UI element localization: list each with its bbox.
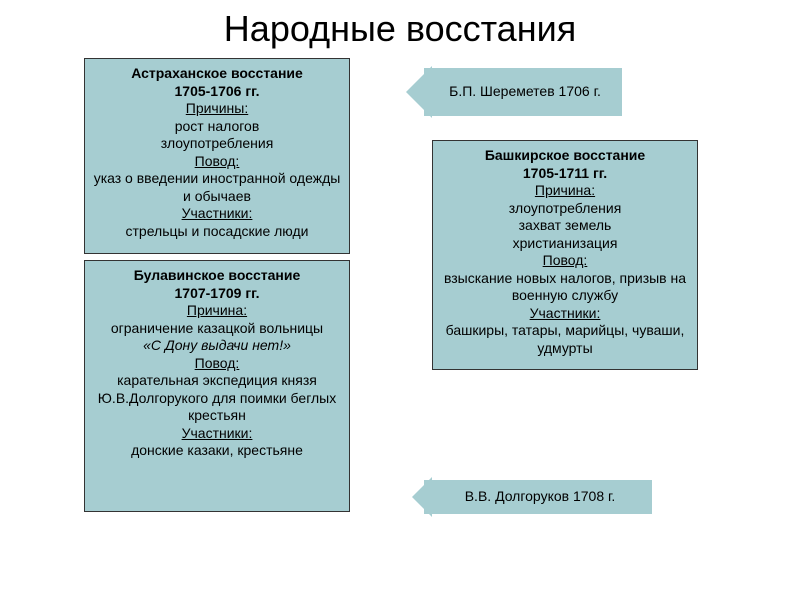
bashkir-label-reason: Причина: (535, 182, 595, 198)
arrow-dolgorukov-label: В.В. Долгоруков 1708 г. (465, 488, 616, 506)
bashkir-reason-2: захват земель (441, 217, 689, 235)
bulavin-reason-quote: «С Дону выдачи нет!» (93, 337, 341, 355)
bulavin-participants: донские казаки, крестьяне (93, 442, 341, 460)
bulavin-label-reason: Причина: (187, 302, 247, 318)
bashkir-years: 1705-1711 гг. (441, 165, 689, 183)
bulavin-years: 1707-1709 гг. (93, 285, 341, 303)
bulavin-pretext: карательная экспедиция князя Ю.В.Долгору… (93, 372, 341, 425)
box-bulavin: Булавинское восстание 1707-1709 гг. Прич… (84, 260, 350, 512)
bashkir-pretext: взыскание новых налогов, призыв на военн… (441, 270, 689, 305)
bashkir-reason-3: христианизация (441, 235, 689, 253)
astrakhan-reason-1: рост налогов (93, 118, 341, 136)
astrakhan-years: 1705-1706 гг. (93, 83, 341, 101)
bulavin-label-participants: Участники: (182, 425, 253, 441)
arrow-sheremetev-label: Б.П. Шереметев 1706 г. (449, 83, 601, 101)
page-title: Народные восстания (0, 8, 800, 50)
bashkir-label-pretext: Повод: (543, 252, 588, 268)
arrow-dolgorukov: В.В. Долгоруков 1708 г. (432, 480, 652, 514)
astrakhan-reason-2: злоупотребления (93, 135, 341, 153)
bulavin-heading: Булавинское восстание (93, 267, 341, 285)
astrakhan-heading: Астраханское восстание (93, 65, 341, 83)
box-bashkir: Башкирское восстание 1705-1711 гг. Причи… (432, 140, 698, 370)
bashkir-heading: Башкирское восстание (441, 147, 689, 165)
astrakhan-participants: стрельцы и посадские люди (93, 223, 341, 241)
astrakhan-pretext: указ о введении иностранной одежды и обы… (93, 170, 341, 205)
astrakhan-label-reasons: Причины: (186, 100, 248, 116)
arrow-sheremetev: Б.П. Шереметев 1706 г. (432, 68, 622, 116)
astrakhan-label-pretext: Повод: (195, 153, 240, 169)
bulavin-label-pretext: Повод: (195, 355, 240, 371)
astrakhan-label-participants: Участники: (182, 205, 253, 221)
bulavin-reason-1: ограничение казацкой вольницы (93, 320, 341, 338)
bashkir-reason-1: злоупотребления (441, 200, 689, 218)
bashkir-participants: башкиры, татары, марийцы, чуваши, удмурт… (441, 322, 689, 357)
bashkir-label-participants: Участники: (530, 305, 601, 321)
box-astrakhan: Астраханское восстание 1705-1706 гг. При… (84, 58, 350, 254)
